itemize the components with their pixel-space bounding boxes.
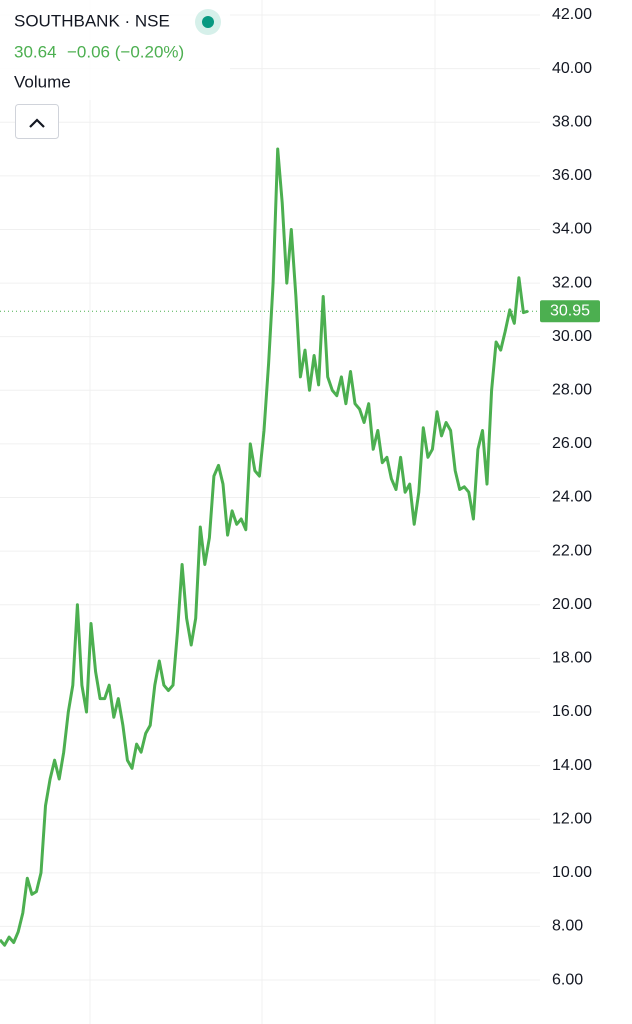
y-tick-label: 26.00 — [552, 435, 592, 452]
y-tick-label: 8.00 — [552, 918, 583, 935]
y-tick-label: 22.00 — [552, 542, 592, 559]
chevron-up — [29, 118, 45, 128]
y-tick-label: 18.00 — [552, 650, 592, 667]
price: 30.64 — [14, 42, 57, 61]
y-tick-label: 28.00 — [552, 382, 592, 399]
plot: 42.00 40.00 38.00 36.00 34.00 32.00 30.00 28.00… — [0, 6, 600, 988]
y-tick-label: 24.00 — [552, 489, 592, 506]
y-tick-label: 10.00 — [552, 864, 592, 881]
price-line — [0, 147, 529, 947]
last-price-tag — [540, 300, 600, 323]
indicator: Volume — [14, 72, 71, 91]
y-tick-label: 32.00 — [552, 274, 592, 291]
y-tick-label: 42.00 — [552, 6, 592, 23]
symbol: SOUTHBANK · NSE — [14, 11, 170, 30]
y-tick-label: 38.00 — [552, 113, 592, 130]
y-tick-label: 6.00 — [552, 971, 583, 988]
y-tick-label: 30.00 — [552, 328, 592, 345]
status-dot — [202, 16, 214, 28]
y-tick-label: 14.00 — [552, 757, 592, 774]
y-tick-label: 16.00 — [552, 703, 592, 720]
y-tick-label: 40.00 — [552, 60, 592, 77]
y-tick-label: 36.00 — [552, 167, 592, 184]
y-tick-label: 34.00 — [552, 221, 592, 238]
change: −0.06 (−0.20%) — [67, 42, 184, 61]
y-tick-label: 12.00 — [552, 810, 592, 827]
header-bg — [0, 0, 230, 100]
y-tick-label: 20.00 — [552, 596, 592, 613]
last-price-label: 30.95 — [550, 302, 590, 319]
